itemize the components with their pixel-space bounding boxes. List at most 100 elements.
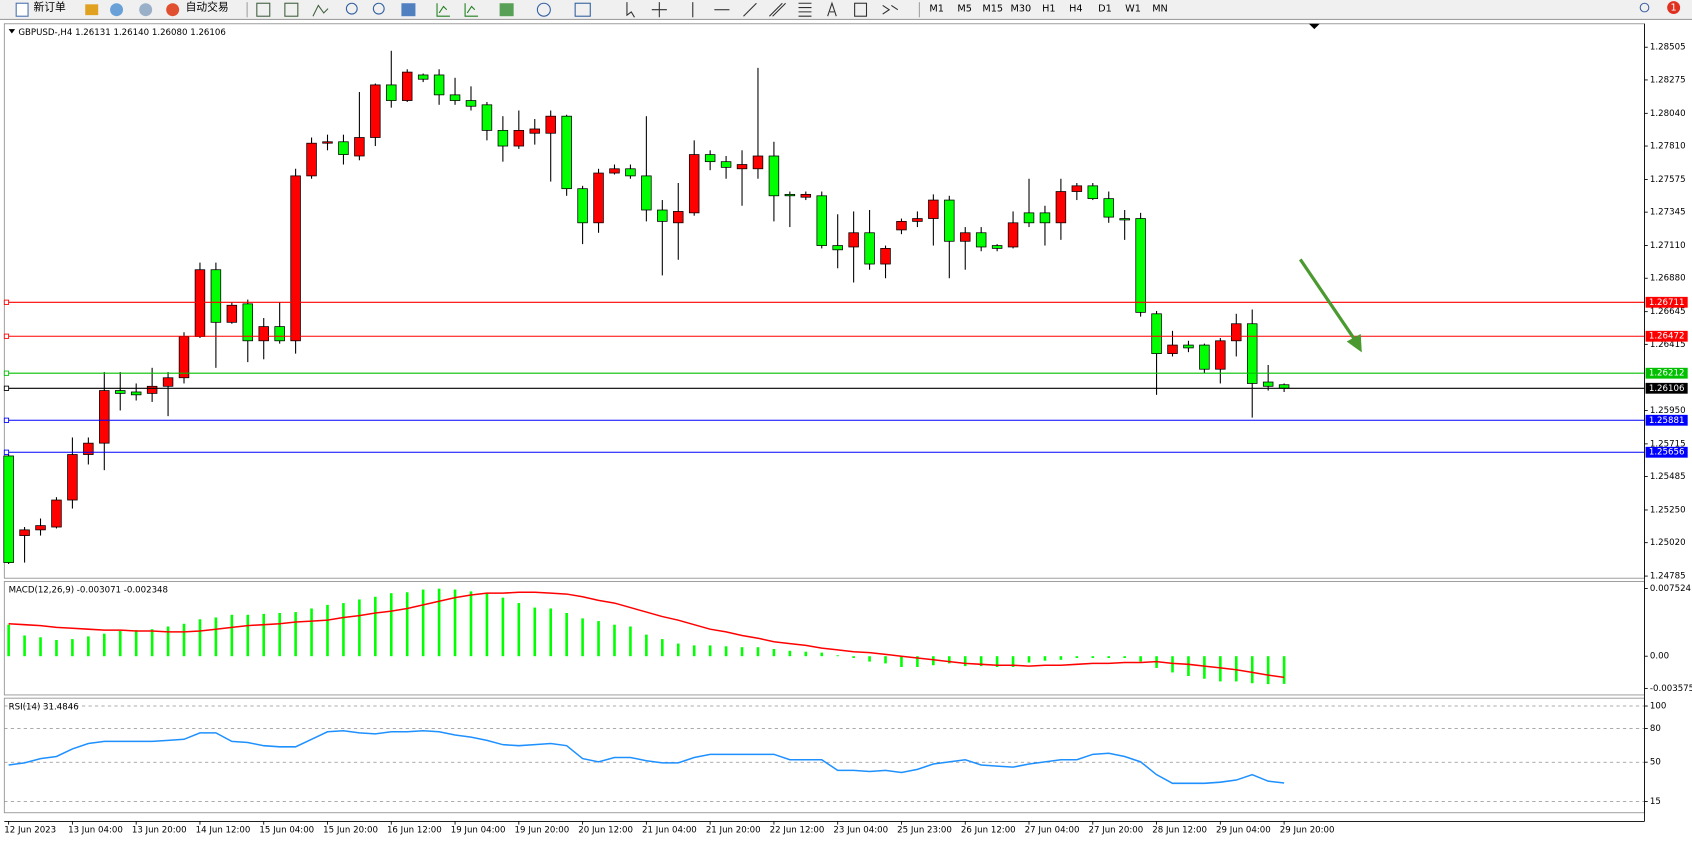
zoom-in-icon[interactable] — [345, 2, 358, 15]
candle-body — [896, 221, 907, 231]
histogram-bar — [565, 612, 568, 657]
histogram-bar — [7, 624, 10, 657]
candle-body — [449, 94, 461, 101]
candle-body — [322, 141, 333, 144]
zoom-out-icon[interactable] — [372, 2, 385, 15]
search-icon[interactable] — [1639, 2, 1650, 13]
candle-body — [3, 455, 14, 563]
price-level-handle — [3, 417, 10, 423]
x-tick-label: 21 Jun 04:00 — [642, 826, 697, 836]
histogram-bar — [517, 603, 521, 657]
arrows-icon[interactable] — [882, 4, 899, 15]
channel-icon[interactable] — [769, 2, 786, 17]
timeframe-button[interactable]: D1 — [1098, 4, 1112, 15]
x-tick-label: 15 Jun 20:00 — [323, 826, 378, 836]
toolbar-icon[interactable] — [312, 4, 329, 17]
y-tick-label: 50 — [1650, 758, 1661, 768]
new-order-button[interactable]: 新订单 — [33, 1, 66, 14]
histogram-bar — [102, 633, 106, 657]
timeframe-button[interactable]: MN — [1152, 4, 1168, 15]
toolbar-icon[interactable] — [256, 2, 271, 17]
price-level-handle — [3, 449, 10, 455]
toolbar-icon[interactable] — [536, 2, 551, 17]
timeframe-button[interactable]: M1 — [929, 4, 944, 15]
arrow-shaft — [1298, 258, 1359, 345]
crosshair-icon[interactable] — [651, 2, 667, 18]
histogram-bar — [661, 639, 664, 657]
candle-body — [19, 529, 30, 536]
toolbar-icon[interactable] — [139, 3, 153, 17]
histogram-bar — [310, 608, 313, 657]
y-tick-label: 0.00 — [1650, 652, 1669, 662]
candle-body — [226, 304, 238, 323]
cursor-icon[interactable] — [626, 2, 635, 18]
x-tick-label: 20 Jun 12:00 — [578, 826, 633, 836]
timeframe-button[interactable]: H1 — [1042, 4, 1055, 15]
histogram-bar — [1091, 656, 1095, 659]
candle-body — [338, 141, 349, 155]
histogram-bar — [613, 624, 616, 657]
candle-body — [848, 232, 859, 248]
timeframe-button[interactable]: W1 — [1125, 4, 1141, 15]
timeframe-button[interactable]: M30 — [1010, 4, 1031, 15]
timeframe-button[interactable]: M5 — [957, 4, 972, 15]
histogram-bar — [820, 652, 824, 657]
histogram-bar — [421, 589, 425, 657]
timeframe-button[interactable]: M15 — [982, 4, 1003, 15]
histogram-bar — [900, 656, 903, 668]
annotation-arrow — [1298, 258, 1362, 353]
toolbar-icon[interactable] — [401, 3, 416, 17]
histogram-bar — [389, 593, 393, 657]
candle-body — [784, 193, 796, 197]
y-tick-label: 1.25485 — [1650, 472, 1686, 482]
price-level-tag — [1645, 330, 1688, 342]
histogram-bar — [262, 613, 266, 657]
histogram-bar — [134, 630, 138, 657]
toolbar-icon[interactable] — [464, 3, 479, 17]
candle-body — [561, 115, 572, 190]
histogram-bar — [724, 646, 728, 657]
histogram-bar — [469, 591, 473, 657]
text-icon[interactable] — [827, 1, 837, 17]
y-tick-label: 1.26415 — [1650, 340, 1686, 350]
fibo-icon[interactable] — [798, 2, 812, 17]
price-level-label: 1.26212 — [1649, 369, 1685, 379]
histogram-bar — [788, 650, 792, 657]
x-tick-label: 21 Jun 20:00 — [706, 826, 761, 836]
histogram-bar — [549, 608, 553, 657]
histogram-bar — [804, 651, 808, 657]
toolbar-icon[interactable] — [284, 2, 299, 17]
histogram-bar — [756, 647, 760, 657]
y-tick-label: 1.25950 — [1650, 406, 1686, 416]
histogram-bar — [326, 604, 329, 657]
histogram-bar — [979, 656, 983, 667]
toolbar-icon[interactable] — [85, 4, 99, 16]
candle-body — [258, 326, 269, 342]
toolbar-icon[interactable] — [436, 3, 450, 17]
histogram-bar — [916, 656, 919, 668]
histogram-bar — [740, 647, 744, 657]
candle-body — [433, 74, 445, 96]
price-level-label: 1.25656 — [1649, 448, 1685, 458]
histogram-bar — [1250, 656, 1254, 684]
auto-trading-button[interactable]: 自动交易 — [186, 1, 229, 14]
auto-trading-icon[interactable] — [166, 3, 180, 17]
toolbar-icon[interactable] — [110, 3, 124, 17]
trendline-icon[interactable] — [743, 2, 757, 17]
timeframes: M1 M5 M15 M30 H1 H4 D1 W1 MN — [929, 4, 1167, 15]
price-level-label: 1.26711 — [1649, 298, 1685, 308]
new-order-icon — [15, 2, 29, 17]
candle-body — [370, 84, 381, 138]
histogram-bar — [1123, 656, 1126, 659]
toolbar-icon[interactable] — [574, 2, 591, 17]
timeframe-button[interactable]: H4 — [1069, 4, 1082, 15]
y-tick-label: 1.28505 — [1650, 43, 1686, 53]
x-tick-label: 27 Jun 20:00 — [1088, 826, 1143, 836]
label-icon[interactable] — [854, 2, 868, 17]
toolbar-icon[interactable] — [499, 3, 514, 17]
notification-badge[interactable] — [1667, 1, 1681, 15]
histogram-bar — [645, 634, 648, 657]
histogram-bar — [1043, 656, 1047, 661]
panel — [3, 581, 1645, 696]
